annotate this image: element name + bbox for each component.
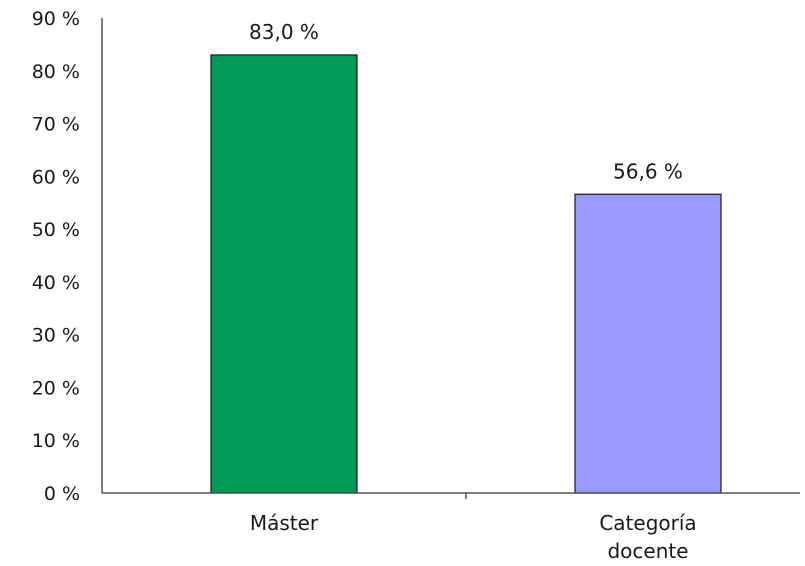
bars (210, 54, 722, 494)
y-tick-label: 60 % (32, 166, 80, 188)
y-tick-label: 70 % (32, 114, 80, 136)
bar-value-label: 83,0 % (249, 20, 319, 44)
y-tick-label: 30 % (32, 325, 80, 347)
category-label: Máster (250, 511, 319, 535)
y-tick-label: 0 % (44, 483, 80, 505)
y-tick-label: 10 % (32, 430, 80, 452)
y-tick-label: 40 % (32, 272, 80, 294)
y-tick-label: 90 % (32, 8, 80, 30)
bar-value-labels: 83,0 % 56,6 % (249, 20, 683, 183)
bar-0 (210, 54, 358, 494)
y-tick-label: 20 % (32, 377, 80, 399)
bar-value-label: 56,6 % (613, 159, 683, 183)
category-label: Categoría docente (599, 511, 696, 563)
category-labels: Máster Categoría docente (250, 511, 697, 563)
bar-1 (574, 193, 722, 494)
y-axis-ticks: 0 % 10 % 20 % 30 % 40 % 50 % 60 % 70 % 80 % 90 % (32, 8, 80, 505)
y-tick-label: 80 % (32, 61, 80, 83)
y-tick-label: 50 % (32, 219, 80, 241)
